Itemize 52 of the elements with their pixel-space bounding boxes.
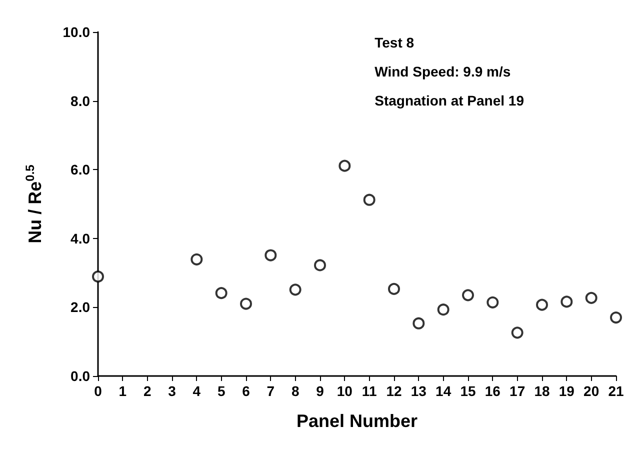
y-tick-label: 10.0: [62, 24, 90, 40]
point: [92, 270, 104, 283]
x-tick-label: 7: [266, 383, 275, 399]
point: [462, 289, 474, 302]
x-tick-label: 19: [558, 383, 575, 399]
point: [289, 284, 302, 296]
x-axis-title: Panel Number: [296, 411, 418, 431]
x-tick-label: 9: [316, 383, 324, 399]
y-tick-label: 8.0: [70, 92, 90, 109]
point: [511, 326, 524, 339]
annotation: Wind Speed: 9.9 m/s: [374, 64, 511, 80]
x-tick-label: 8: [291, 383, 300, 399]
y-tick-label: 4.0: [70, 230, 90, 246]
y-tick-label: 6.0: [70, 162, 90, 178]
point: [585, 292, 598, 304]
point: [240, 298, 252, 310]
x-tick-label: 13: [410, 383, 427, 399]
point: [363, 194, 376, 206]
y-tick-label: 0.0: [70, 368, 90, 384]
annotation: Stagnation at Panel 19: [374, 92, 524, 108]
x-tick-label: 17: [510, 383, 526, 399]
x-tick-label: 1: [118, 383, 127, 399]
y-tick-label: 2.0: [70, 299, 90, 316]
point: [215, 287, 228, 300]
x-tick-label: 15: [460, 383, 476, 399]
point: [536, 298, 548, 311]
annotation: Test 8: [374, 34, 414, 50]
point: [388, 282, 400, 295]
x-tick-label: 21: [608, 383, 624, 399]
point: [560, 296, 573, 308]
point: [412, 317, 425, 330]
x-tick-label: 16: [484, 383, 501, 399]
x-tick-label: 20: [584, 383, 600, 399]
point: [314, 259, 326, 272]
point: [190, 253, 203, 266]
x-tick-label: 6: [242, 383, 250, 399]
x-tick-label: 12: [386, 383, 402, 399]
x-tick-label: 5: [217, 383, 226, 399]
x-tick-label: 14: [436, 383, 452, 399]
point: [264, 249, 277, 262]
point: [338, 160, 351, 172]
x-tick-label: 18: [534, 383, 550, 399]
x-tick-label: 0: [94, 383, 102, 399]
point: [437, 304, 450, 316]
point: [610, 312, 622, 324]
x-tick-label: 3: [168, 383, 176, 399]
x-tick-label: 2: [143, 383, 152, 399]
x-tick-label: 4: [192, 383, 201, 399]
y-axis-title: Nu / Re0.5: [23, 164, 45, 244]
x-tick-label: 11: [362, 383, 377, 399]
point: [486, 296, 499, 308]
x-tick-label: 10: [336, 383, 353, 399]
